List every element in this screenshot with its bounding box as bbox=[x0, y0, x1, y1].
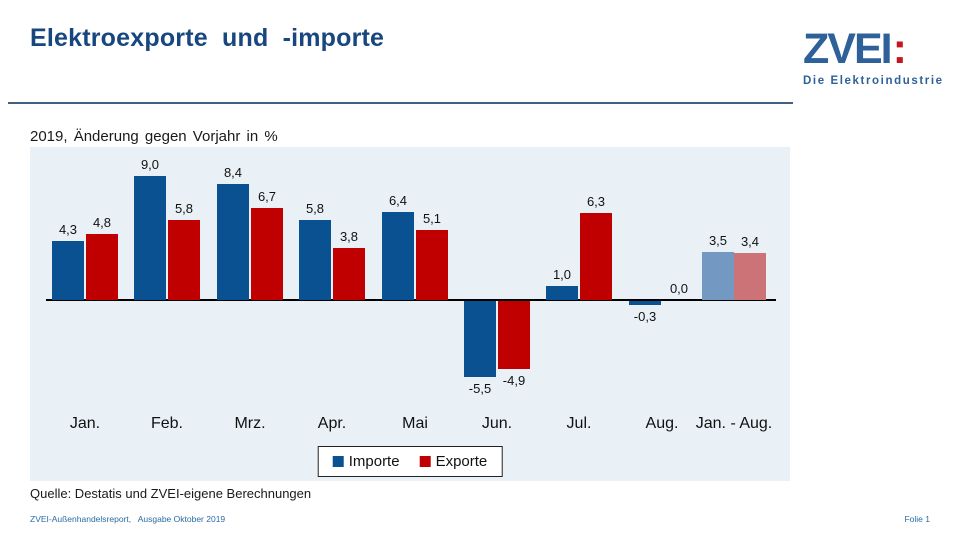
zvei-logo-text: ZVEI bbox=[803, 25, 893, 73]
category-label-7: Aug. bbox=[645, 415, 679, 432]
bar-value-label-exporte-6: 6,3 bbox=[586, 194, 606, 210]
bar-importe-0 bbox=[52, 240, 84, 300]
bar-importe-4 bbox=[382, 211, 414, 300]
bar-value-label-importe-1: 9,0 bbox=[140, 156, 160, 172]
footer-page-number: Folie 1 bbox=[904, 514, 930, 524]
bar-importe-8 bbox=[702, 251, 734, 300]
zvei-logo-colon: : bbox=[892, 25, 907, 73]
bar-value-label-exporte-5: -4,9 bbox=[502, 372, 526, 388]
legend-item-importe: Importe bbox=[332, 453, 400, 470]
bar-value-label-importe-5: -5,5 bbox=[468, 380, 492, 396]
legend-item-exporte: Exporte bbox=[419, 453, 488, 470]
bar-exporte-0 bbox=[86, 233, 118, 300]
category-label-8: Jan. - Aug. bbox=[695, 415, 773, 432]
bar-value-label-importe-7: -0,3 bbox=[633, 309, 657, 325]
legend-swatch-importe-icon bbox=[332, 456, 344, 467]
category-label-3: Apr. bbox=[317, 415, 347, 432]
bar-value-label-exporte-4: 5,1 bbox=[422, 210, 442, 226]
category-label-2: Mrz. bbox=[234, 415, 266, 432]
bar-exporte-3 bbox=[333, 247, 365, 300]
bar-value-label-importe-3: 5,8 bbox=[305, 201, 325, 216]
bar-exporte-8 bbox=[734, 253, 766, 300]
bar-importe-2 bbox=[217, 184, 249, 300]
bar-value-label-exporte-3: 3,8 bbox=[339, 228, 359, 244]
bar-chart-plot: 4,3 4,8 9,0 5,8 8,4 6,7 5,8 3,8 6,4 5,1 -5,5 -4,9 1,… bbox=[30, 147, 790, 481]
bar-exporte-5 bbox=[498, 301, 530, 369]
bar-exporte-4 bbox=[416, 229, 448, 300]
source-note: Quelle: Destatis und ZVEI-eigene Berechn… bbox=[30, 486, 312, 501]
chart-legend: Importe Exporte bbox=[317, 446, 503, 477]
bar-importe-1 bbox=[134, 175, 166, 300]
zvei-logo: ZVEI: Die Elektroindustrie bbox=[803, 28, 948, 88]
bar-value-label-importe-6: 1,0 bbox=[552, 267, 572, 283]
bar-value-label-exporte-2: 6,7 bbox=[257, 188, 277, 204]
bar-value-label-importe-2: 8,4 bbox=[223, 165, 243, 181]
bar-value-label-importe-4: 6,4 bbox=[388, 192, 408, 208]
category-label-0: Jan. bbox=[69, 415, 101, 432]
bar-importe-6 bbox=[546, 286, 578, 300]
chart-subtitle: 2019, Änderung gegen Vorjahr in % bbox=[30, 128, 278, 145]
title-divider bbox=[8, 102, 793, 104]
bar-exporte-1 bbox=[168, 220, 200, 300]
legend-label-importe: Importe bbox=[348, 453, 400, 470]
bar-value-label-exporte-8: 3,4 bbox=[740, 234, 760, 250]
category-label-1: Feb. bbox=[150, 415, 183, 432]
legend-label-exporte: Exporte bbox=[435, 453, 488, 470]
legend-swatch-exporte-icon bbox=[419, 456, 431, 467]
bar-value-label-importe-8: 3,5 bbox=[708, 232, 728, 248]
footer-report-name: ZVEI-Außenhandelsreport, Ausgabe Oktober… bbox=[30, 514, 226, 524]
bar-exporte-2 bbox=[251, 207, 283, 300]
zvei-logo-wordmark: ZVEI: bbox=[803, 28, 948, 71]
bar-importe-7 bbox=[629, 301, 661, 306]
bar-importe-3 bbox=[299, 220, 331, 300]
bar-value-label-exporte-7: 0,0 bbox=[669, 281, 689, 296]
bar-value-label-exporte-0: 4,8 bbox=[92, 214, 112, 230]
page-title: Elektroexporte und -importe bbox=[30, 24, 385, 52]
bar-importe-5 bbox=[464, 301, 496, 377]
bar-exporte-6 bbox=[580, 213, 612, 300]
bar-value-label-importe-0: 4,3 bbox=[58, 221, 78, 237]
category-label-6: Jul. bbox=[566, 415, 592, 432]
category-label-4: Mai bbox=[402, 415, 428, 432]
category-label-5: Jun. bbox=[481, 415, 513, 432]
bar-value-label-exporte-1: 5,8 bbox=[174, 201, 194, 216]
x-axis-line bbox=[46, 299, 776, 301]
zvei-logo-tagline: Die Elektroindustrie bbox=[803, 75, 944, 87]
slide-footer: ZVEI-Außenhandelsreport, Ausgabe Oktober… bbox=[0, 514, 960, 530]
